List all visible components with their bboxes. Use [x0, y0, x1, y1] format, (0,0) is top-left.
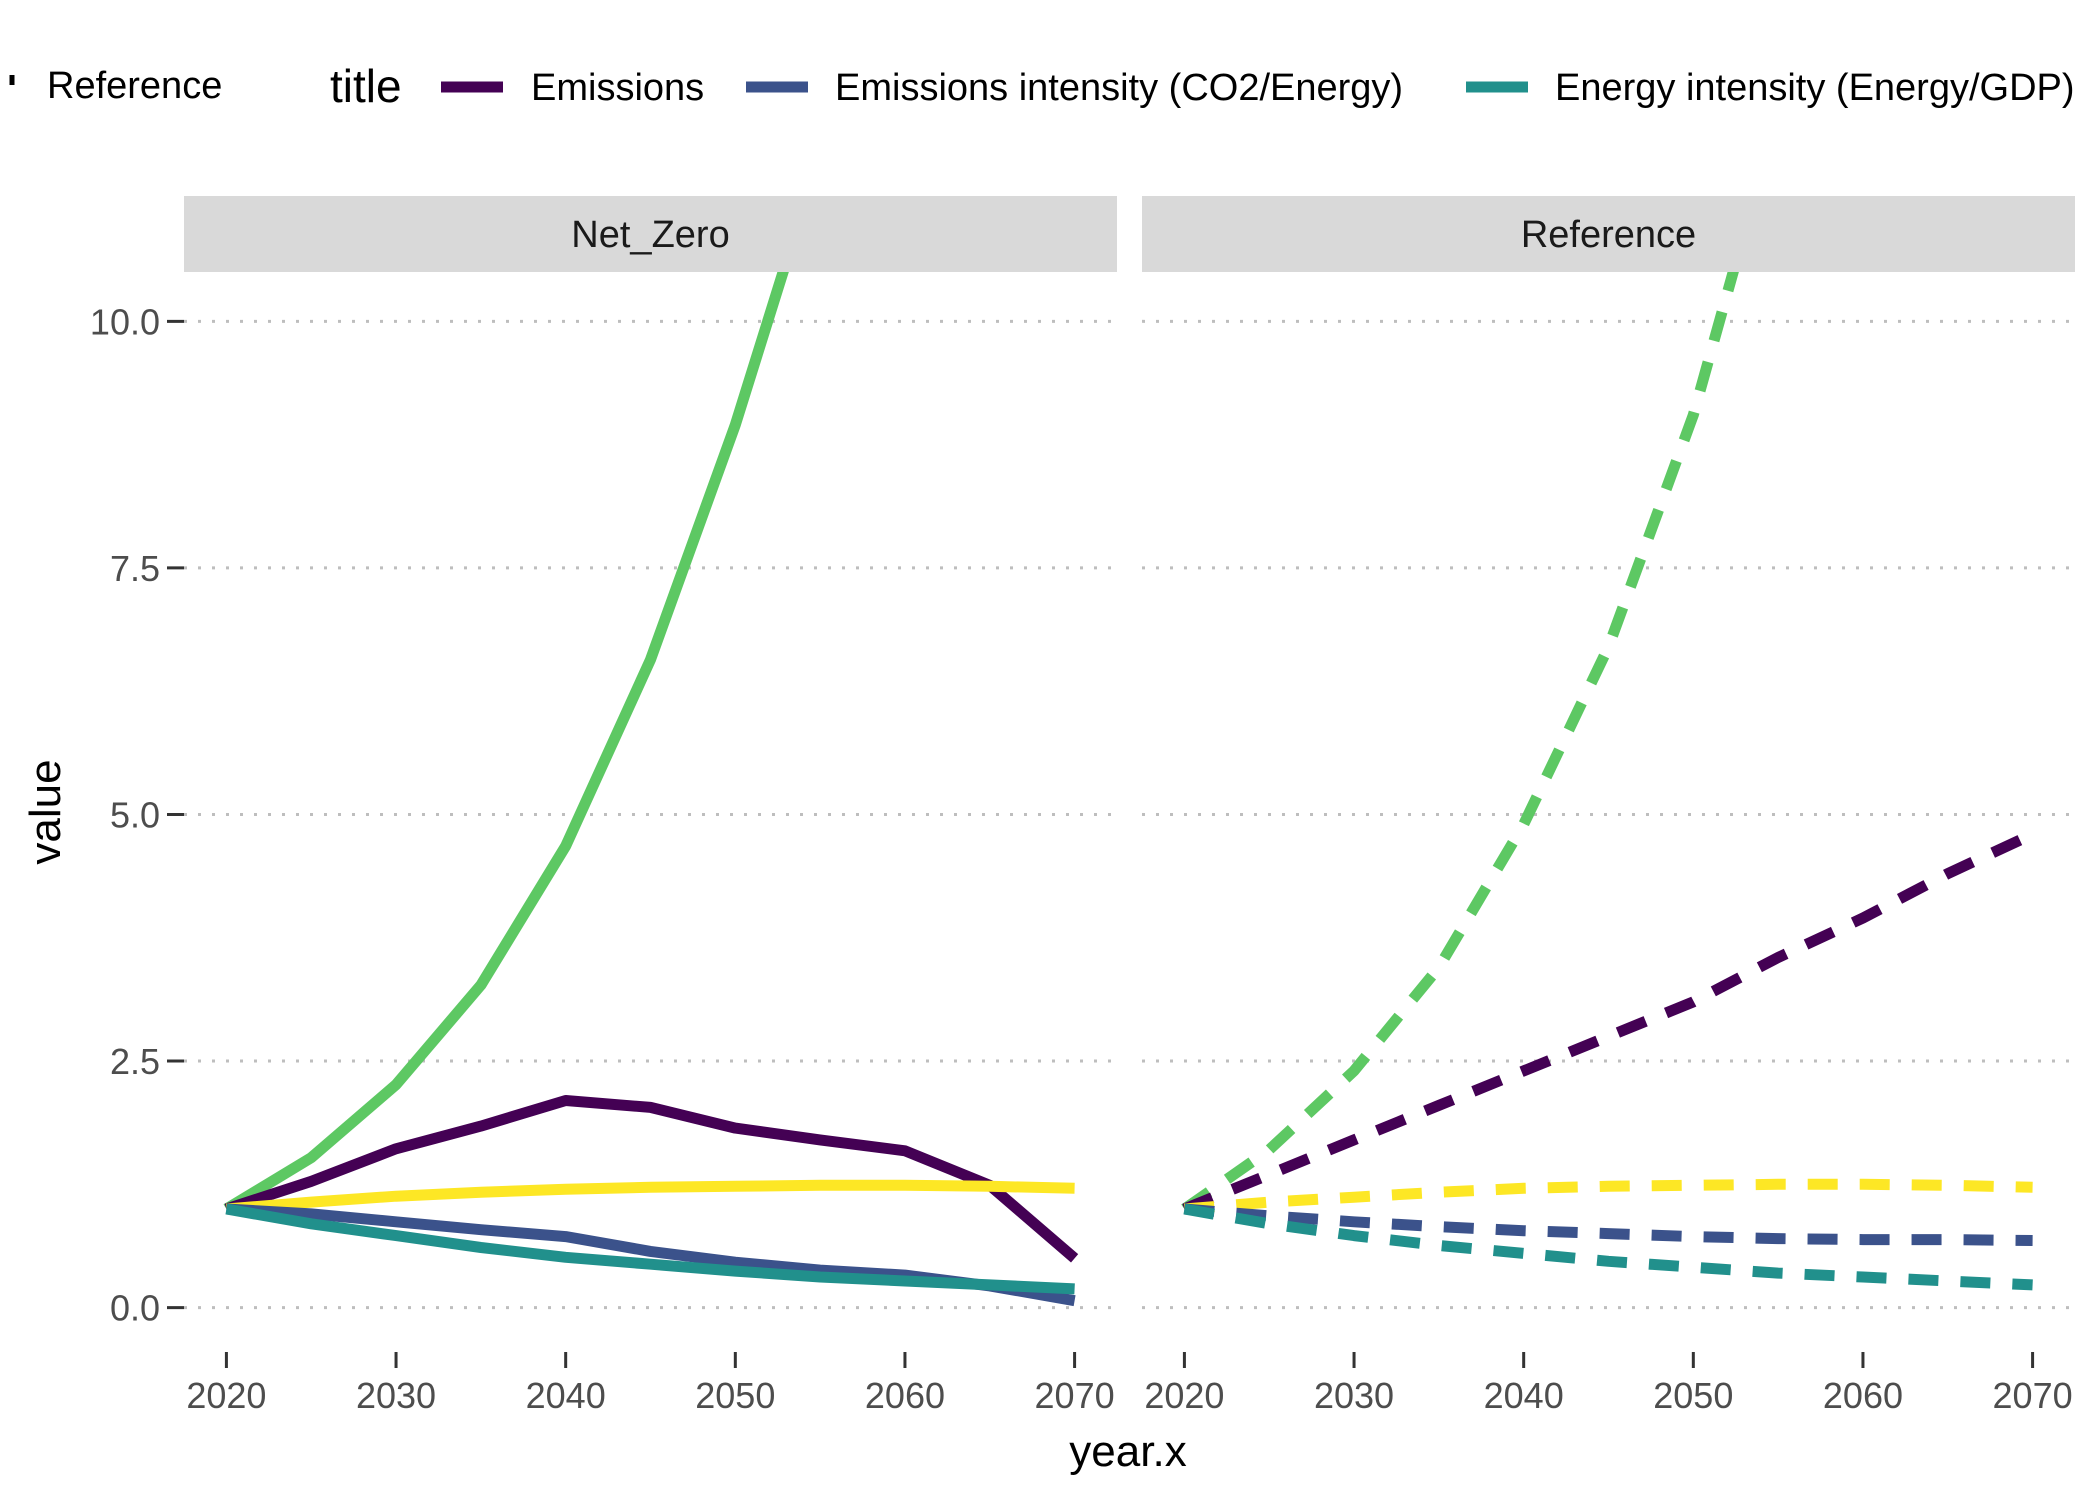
series-line-4 [1183, 1203, 2033, 1246]
y-tick-label: 7.5 [110, 548, 160, 589]
y-tick-label: 2.5 [110, 1041, 160, 1082]
x-tick-label: 2050 [695, 1375, 775, 1416]
legend-label-3: Energy intensity (Energy/GDP) [1555, 67, 2075, 109]
series-line-1 [223, 272, 789, 1214]
x-tick-label: 2050 [1653, 1375, 1733, 1416]
y-tick-label: 0.0 [110, 1288, 160, 1329]
x-tick-label: 2040 [1484, 1375, 1564, 1416]
x-tick-label: 2020 [186, 1375, 266, 1416]
x-tick-label: 2070 [1993, 1375, 2073, 1416]
x-tick-label: 2060 [1823, 1375, 1903, 1416]
series-line-5 [1183, 1203, 2033, 1291]
x-tick-label: 2060 [865, 1375, 945, 1416]
series-line-3 [225, 1179, 1075, 1215]
facet-plot-area [223, 272, 1079, 1307]
y-tick-label: 10.0 [90, 301, 160, 342]
legend-title: title [330, 60, 402, 112]
legend-label-reference: Reference [47, 65, 222, 107]
x-tick-label: 2030 [356, 1375, 436, 1416]
facet-strip-label: Net_Zero [571, 214, 729, 256]
facet-strip [184, 196, 1117, 272]
series-line-1 [1181, 272, 1739, 1214]
y-tick-label: 5.0 [110, 794, 160, 835]
facet-strip-label: Reference [1521, 214, 1696, 256]
series-line-5 [225, 1203, 1075, 1295]
x-axis-title: year.x [1069, 1427, 1186, 1476]
facet-plot-area [1181, 272, 2035, 1291]
y-axis-title: value [21, 759, 70, 864]
series-line-2 [224, 1095, 1079, 1263]
x-tick-label: 2030 [1314, 1375, 1394, 1416]
x-tick-label: 2020 [1144, 1375, 1224, 1416]
legend-label-1: Emissions [531, 67, 704, 109]
facet-strip [1142, 196, 2075, 272]
legend-label-2: Emissions intensity (CO2/Energy) [835, 67, 1403, 109]
series-line-3 [1183, 1178, 2033, 1215]
x-tick-label: 2040 [526, 1375, 606, 1416]
series-line-2 [1182, 829, 2035, 1215]
x-tick-label: 2070 [1035, 1375, 1115, 1416]
